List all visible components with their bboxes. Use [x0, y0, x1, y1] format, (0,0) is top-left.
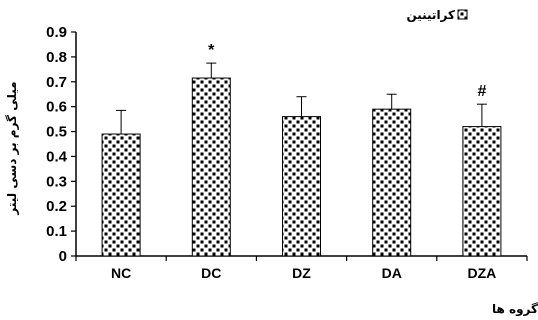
error-bars	[116, 62, 487, 135]
legend-label: کراتینین	[406, 8, 455, 22]
y-tick-label: 0.7	[46, 74, 67, 91]
y-tick-label: 0.9	[46, 24, 67, 41]
x-tick-label-dc: DC	[201, 265, 221, 281]
x-tick-label-dz: DZ	[292, 265, 311, 281]
bar-nc	[101, 133, 141, 257]
x-axis-title: گروه ها	[492, 302, 538, 317]
y-tick-label: 0	[59, 248, 67, 265]
bar-dza	[462, 126, 502, 257]
y-tick-label: 0.6	[46, 99, 67, 116]
error-bar-dc	[206, 62, 217, 79]
legend-swatch	[457, 9, 468, 20]
significance-marker-dc: *	[208, 42, 215, 59]
y-tick-label: 0.2	[46, 198, 67, 215]
bar-dz	[282, 116, 321, 257]
y-tick-label: 0.1	[46, 223, 67, 240]
y-tick-label: 0.8	[46, 49, 67, 66]
y-axis-title: میلی گرم بر دسی لیتر	[5, 81, 20, 215]
x-tick-label-dza: DZA	[468, 265, 497, 281]
legend: کراتینین	[406, 8, 468, 22]
bars	[101, 77, 502, 257]
labels: 0 0.1 0.2 0.3 0.4 0.5 0.6 0.7 0.8 0.9 NC DC * DZ DA DZA…	[46, 24, 496, 281]
axes	[71, 31, 528, 261]
error-bar-nc	[116, 109, 127, 135]
error-bar-da	[386, 93, 397, 110]
bar-dc	[191, 77, 231, 257]
error-bar-dza	[476, 103, 487, 127]
bar-da	[372, 108, 412, 257]
significance-marker-dza: #	[477, 83, 486, 100]
x-tick-label-nc: NC	[111, 265, 131, 281]
y-tick-label: 0.3	[46, 173, 67, 190]
x-tick-label-da: DA	[382, 265, 402, 281]
y-tick-label: 0.4	[46, 148, 68, 165]
error-bar-dz	[296, 96, 307, 117]
y-tick-label: 0.5	[46, 124, 67, 141]
